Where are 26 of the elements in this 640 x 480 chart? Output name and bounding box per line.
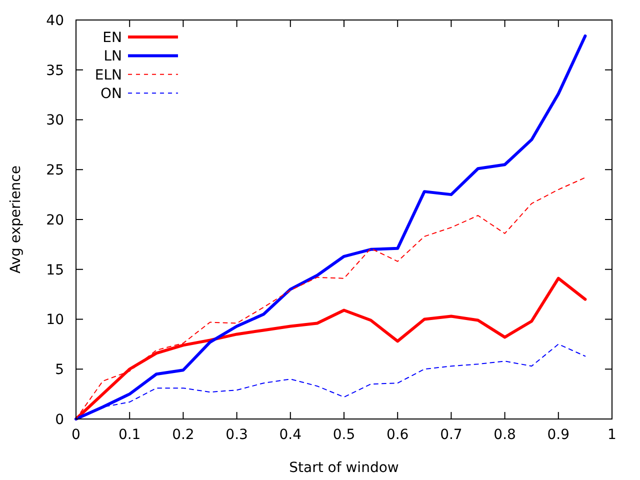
x-tick-label: 0.5 [332, 427, 356, 443]
y-tick-label: 25 [46, 162, 64, 179]
x-tick-label: 0.8 [494, 427, 516, 443]
x-tick-label: 0.6 [386, 427, 409, 443]
x-tick-label: 0.4 [279, 427, 302, 443]
x-axis-title: Start of window [289, 460, 399, 476]
x-tick-label: 0 [72, 427, 80, 443]
legend-label: ON [100, 86, 122, 102]
x-tick-label: 0.7 [440, 427, 462, 443]
x-tick-label: 1 [608, 427, 616, 443]
y-axis-title: Avg experience [8, 166, 24, 274]
y-tick-label: 10 [46, 312, 64, 328]
y-tick-label: 15 [46, 262, 64, 278]
legend-label: LN [104, 48, 122, 65]
y-tick-label: 5 [55, 362, 64, 378]
x-tick-label: 0.1 [118, 427, 141, 443]
y-tick-label: 0 [55, 412, 64, 428]
y-tick-label: 35 [46, 62, 64, 79]
legend-label: ELN [94, 67, 122, 84]
y-tick-label: 20 [46, 212, 64, 228]
y-tick-label: 40 [46, 12, 64, 29]
y-tick-label: 30 [46, 112, 64, 129]
legend-label: EN [102, 30, 122, 46]
x-tick-label: 0.3 [226, 427, 248, 443]
x-tick-label: 0.9 [547, 427, 570, 443]
x-tick-label: 0.2 [172, 427, 194, 443]
